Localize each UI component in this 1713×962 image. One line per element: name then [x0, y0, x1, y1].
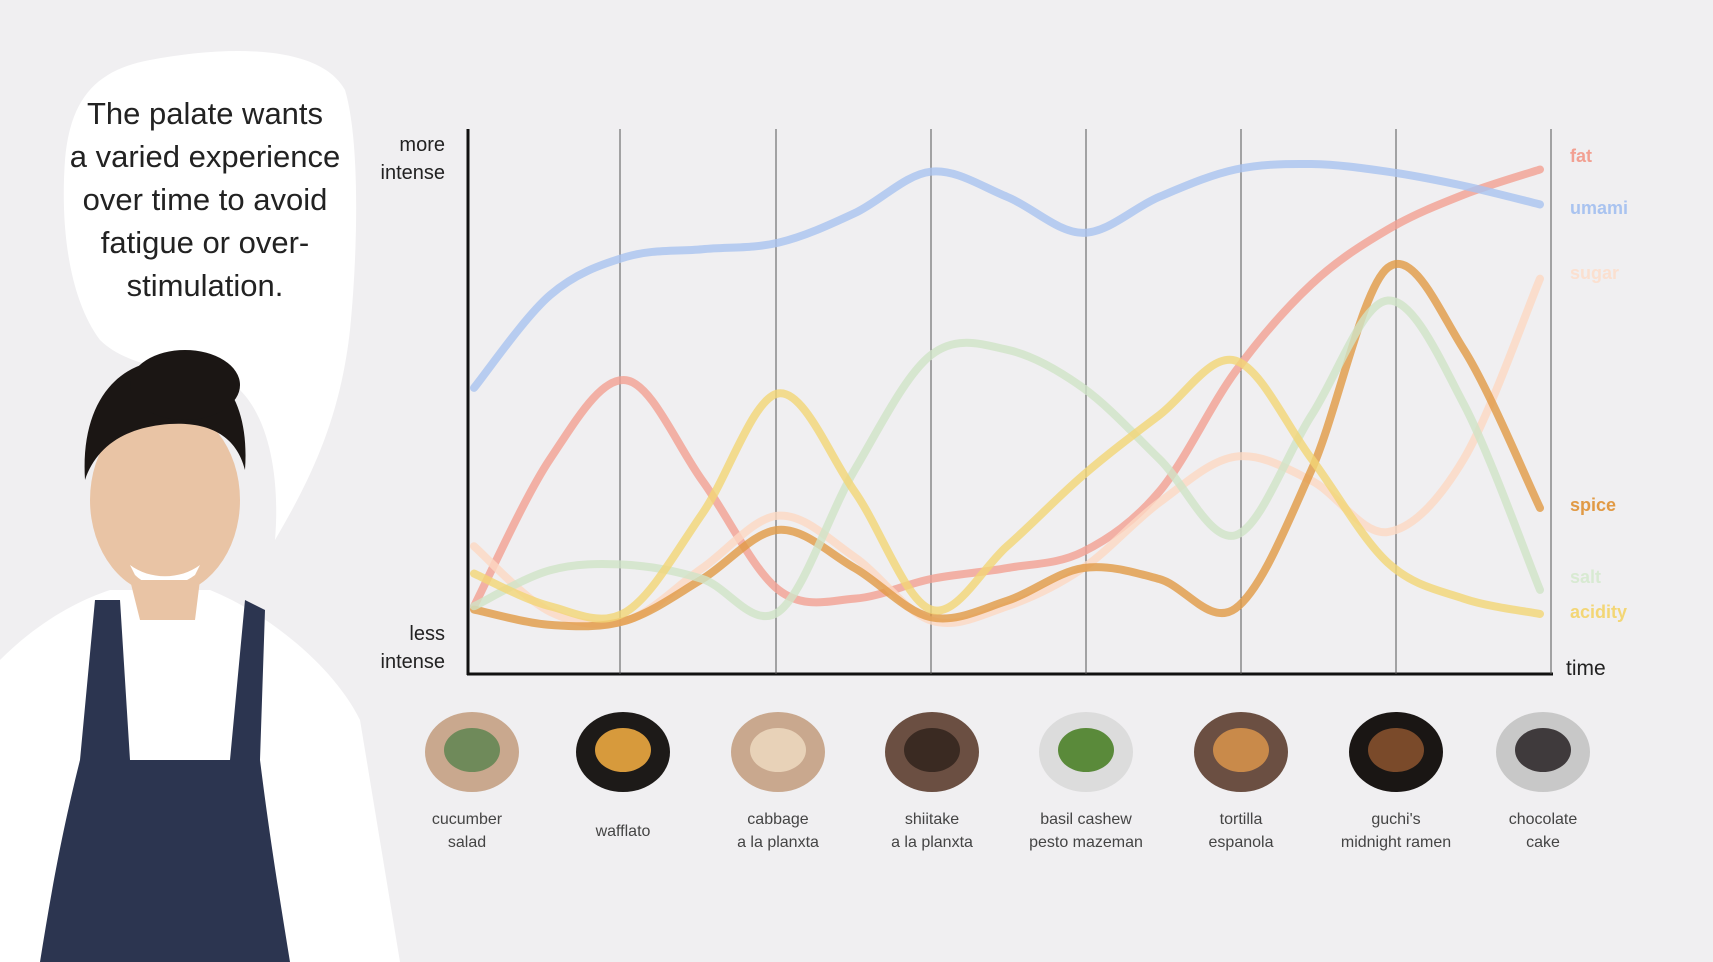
series-line-salt [470, 296, 1544, 621]
dish-label: wafflato [543, 820, 703, 843]
dish-image [1039, 712, 1133, 792]
y-label-top: more intense [305, 131, 446, 187]
dish-label-line: espanola [1208, 834, 1274, 851]
dish-label-line: chocolate [1508, 811, 1578, 828]
dish-image [731, 712, 825, 792]
dish-image [1496, 712, 1590, 792]
y-label-top-line: more [399, 134, 445, 156]
dish-label-line: tortilla [1219, 811, 1263, 828]
dish-image [576, 712, 670, 792]
y-label-bottom: less intense [305, 620, 446, 676]
bubble-line: over time to avoid [82, 182, 328, 217]
dish-image [1349, 712, 1443, 792]
dish-label-line: shiitake [904, 811, 960, 828]
series-line-spice [470, 259, 1544, 631]
dish-label-line: pesto mazeman [1029, 834, 1143, 851]
dish-label-line: cabbage [747, 811, 809, 828]
bubble-line: a varied experience [69, 139, 341, 174]
dish-label: tortilla espanola [1161, 808, 1321, 854]
dish-label-line: basil cashew [1040, 811, 1132, 828]
legend-acidity: acidity [1570, 602, 1628, 622]
series-line-umami [470, 159, 1544, 392]
dish-label-line: midnight ramen [1340, 834, 1452, 851]
series-line-fat [470, 165, 1544, 611]
dish-label-line: cake [1526, 834, 1560, 851]
y-label-bottom-line: less [409, 623, 445, 645]
dish-label-line: a la planxta [891, 834, 973, 851]
legend-salt: salt [1570, 567, 1602, 587]
dish-image [425, 712, 519, 792]
y-label-bottom-line: intense [380, 651, 446, 673]
dish-label: chocolate cake [1463, 808, 1623, 854]
y-label-top-line: intense [380, 162, 446, 184]
dish-label: cucumber salad [387, 808, 547, 854]
dish-label: guchi's midnight ramen [1316, 808, 1476, 854]
bubble-line: fatigue or over- [100, 225, 310, 260]
x-axis-label: time [1566, 657, 1606, 680]
dish-label-line: cucumber [431, 811, 503, 828]
speech-bubble [63, 51, 357, 540]
legend-sugar: sugar [1570, 263, 1620, 283]
dish-image [1194, 712, 1288, 792]
dish-label: basil cashew pesto mazeman [1006, 808, 1166, 854]
presenter-figure [0, 350, 400, 962]
dish-label-line: guchi's [1371, 811, 1421, 828]
dish-label: shiitake a la planxta [852, 808, 1012, 854]
series-line-sugar [470, 274, 1544, 629]
dish-label-line: a la planxta [737, 834, 819, 851]
bubble-line: stimulation. [126, 268, 284, 303]
bubble-line: The palate wants [86, 96, 324, 131]
dish-label-line: salad [447, 834, 487, 851]
dish-image [885, 712, 979, 792]
legend-spice: spice [1570, 495, 1617, 515]
dish-label-line: wafflato [595, 823, 651, 840]
legend-umami: umami [1570, 198, 1629, 218]
dish-label: cabbage a la planxta [698, 808, 858, 854]
speech-bubble-text: The palate wants a varied experience ove… [50, 92, 360, 307]
legend-fat: fat [1570, 146, 1592, 166]
series-line-acidity [470, 355, 1544, 623]
